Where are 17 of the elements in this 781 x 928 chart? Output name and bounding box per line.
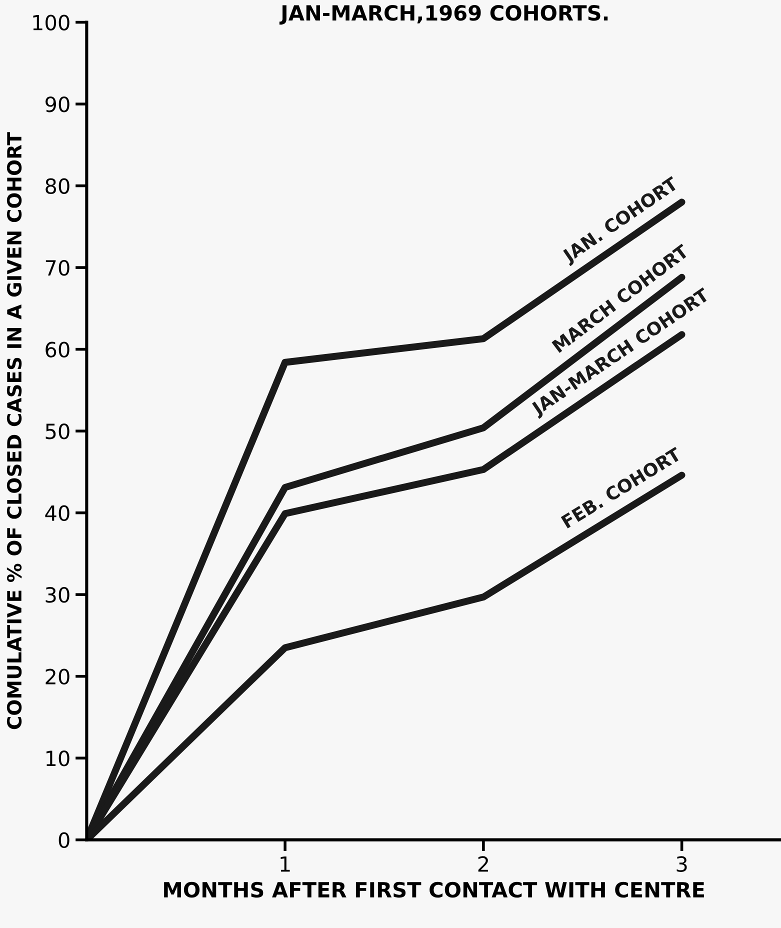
y-tick-label: 80 xyxy=(46,178,70,194)
x-tick-label: 1 xyxy=(280,856,290,872)
y-tick-label: 60 xyxy=(46,342,70,358)
y-tick-label: 30 xyxy=(46,587,70,603)
y-tick-label: 20 xyxy=(46,668,70,685)
y-tick-label: 50 xyxy=(46,424,70,440)
y-tick-label: 10 xyxy=(46,750,70,766)
y-tick-label: 0 xyxy=(58,832,70,848)
y-axis-title: COMULATIVE % OF CLOSED CASES IN A GIVEN COHORT xyxy=(6,132,22,730)
chart-title: JAN-MARCH,1969 COHORTS. xyxy=(279,5,608,25)
y-tick-label: 70 xyxy=(46,260,70,276)
x-tick-label: 3 xyxy=(676,856,687,872)
x-axis-title: MONTHS AFTER FIRST CONTACT WITH CENTRE xyxy=(164,882,704,898)
y-tick-label: 100 xyxy=(33,14,70,30)
x-tick-label: 2 xyxy=(478,856,488,872)
y-tick-label: 40 xyxy=(45,505,70,522)
y-tick-label: 90 xyxy=(46,96,70,112)
